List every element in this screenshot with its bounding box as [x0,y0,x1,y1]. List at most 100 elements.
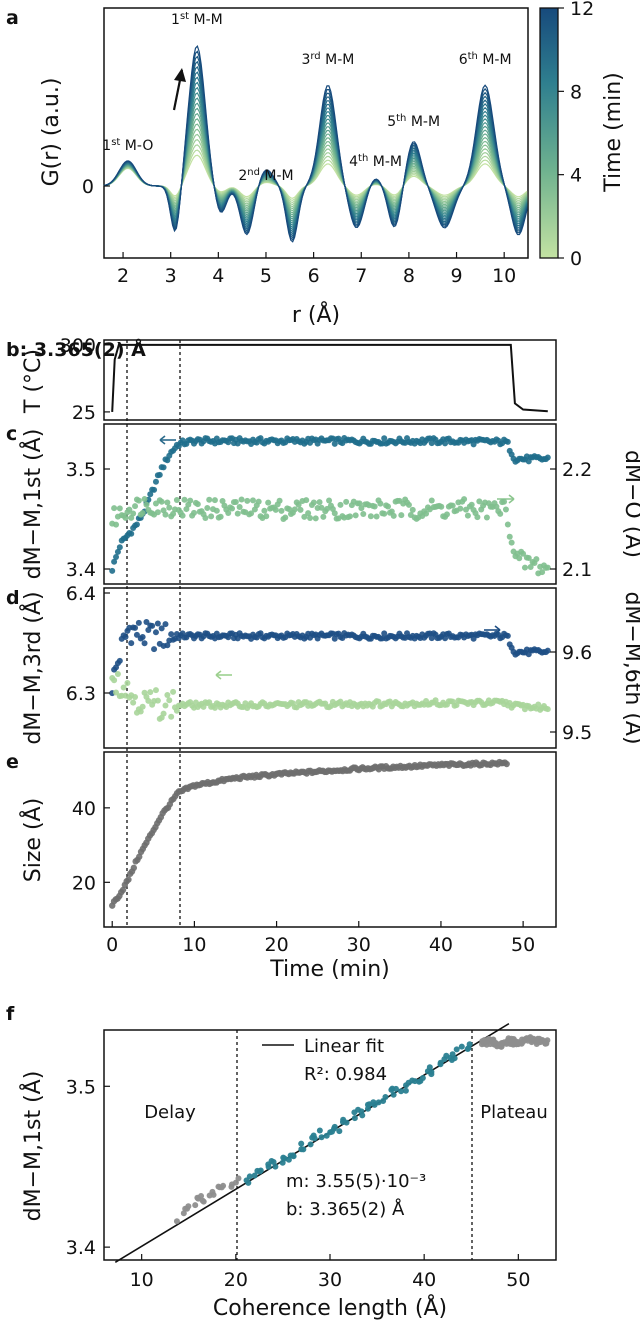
c-point [143,501,150,508]
c-point [249,497,256,504]
f-point [466,1041,473,1048]
c-point [130,510,137,517]
c-point [244,497,251,504]
c-point [381,510,388,517]
d-point [162,702,169,709]
c-left-tick-label: 3.5 [66,459,96,481]
d-point [154,620,161,627]
c-point [263,513,270,520]
c-point [525,555,532,562]
c-point [474,514,481,521]
c-point [128,530,135,537]
d-point [137,708,144,715]
d-point [544,706,551,713]
a-xtick-label: 9 [450,265,462,287]
c-point [162,511,169,518]
c-arrow-left [159,435,176,445]
b-line [111,343,548,413]
d-point [133,631,140,638]
f-xtick-label: 50 [506,1269,530,1291]
d-left-tick-label: 6.3 [66,683,96,705]
c-point [213,507,220,514]
c-point [428,440,435,447]
f-point [220,1182,227,1189]
f-point [199,1197,206,1204]
c-point [497,510,504,517]
c-point [225,509,232,516]
c-point [331,440,338,447]
a-ytick-label: 0 [82,176,94,198]
d-point [145,697,152,704]
c-point [111,505,118,512]
c-point [156,471,163,478]
peak-label: 4th M-M [349,153,402,170]
f-point [192,1202,199,1209]
f-point [390,1091,397,1098]
f-region-plateau: Plateau [480,1102,547,1123]
d-point [132,624,139,631]
d-left-ylabel: dM−M,3rd (Å) [19,591,46,744]
c-point [191,509,198,516]
d-point [111,677,118,684]
c-left-ylabel: dM−M,1st (Å) [19,429,46,580]
d-point [154,697,161,704]
f-xlabel: Coherence length (Å) [213,1294,447,1321]
peak-label: 6th M-M [459,51,512,68]
c-point [504,521,511,528]
cbar-tick-label: 0 [570,248,582,270]
c-point [236,504,243,511]
c-point [449,502,456,509]
f-region-delay: Delay [144,1102,196,1123]
c-point [166,504,173,511]
c-point [405,501,412,508]
colorbar-axis: 0 4 8 12 [558,0,594,270]
panel-d-frame [103,587,557,749]
c-point [504,438,511,445]
c-point [468,501,475,508]
f-point [398,1088,405,1095]
c-point [261,507,268,514]
c-point [326,497,333,504]
f-point [300,1146,307,1153]
f-point [426,1064,433,1071]
c-point [303,497,310,504]
d-point [114,671,121,678]
d-point [535,701,542,708]
d-point [453,702,460,709]
c-point [135,497,142,504]
c-point [151,486,158,493]
c-point [331,510,338,517]
peak-label: 3rd M-M [301,51,354,68]
c-right-ylabel: dM−O (Å) [620,450,640,558]
f-point [265,1161,272,1168]
c-point [276,497,283,504]
e-xtick-label: 50 [511,934,535,956]
c-point [457,505,464,512]
f-point [180,1210,187,1217]
f-point [272,1163,279,1170]
a-xlabel: r (Å) [292,301,340,328]
d-point [168,713,175,720]
c-point [204,505,211,512]
c-point [476,498,483,505]
e-xtick-label: 10 [182,934,206,956]
panel-letter-b: b: 3.365(2) Å [6,337,146,361]
c-point [141,496,148,503]
e-ytick-label: 40 [72,798,96,820]
f-point [483,1038,490,1045]
f-point [210,1191,217,1198]
d-arrow-left [215,670,232,680]
a-xtick-label: 5 [260,265,272,287]
f-ytick-label: 3.5 [66,1076,96,1098]
d-point [128,640,135,647]
a-curve [103,66,528,235]
d-right-tick-label: 9.5 [562,722,592,744]
d-point [375,698,382,705]
c-point [516,555,523,562]
f-point [351,1115,358,1122]
panel-a-frame [103,7,529,259]
f-point [343,1119,350,1126]
f-point [464,1046,471,1053]
a-xtick-label: 6 [308,265,320,287]
d-point [168,631,175,638]
